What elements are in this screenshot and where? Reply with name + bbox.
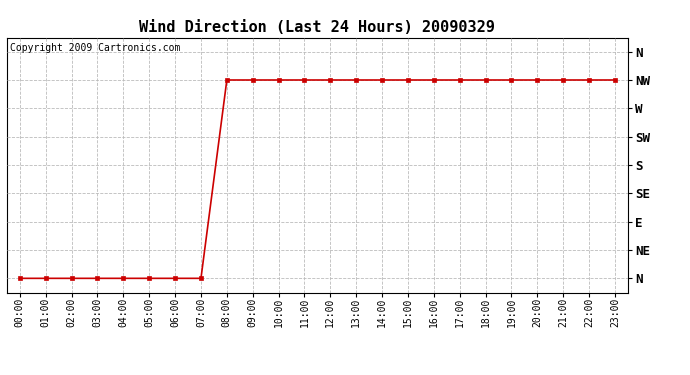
Title: Wind Direction (Last 24 Hours) 20090329: Wind Direction (Last 24 Hours) 20090329 bbox=[139, 20, 495, 35]
Text: Copyright 2009 Cartronics.com: Copyright 2009 Cartronics.com bbox=[10, 43, 180, 52]
